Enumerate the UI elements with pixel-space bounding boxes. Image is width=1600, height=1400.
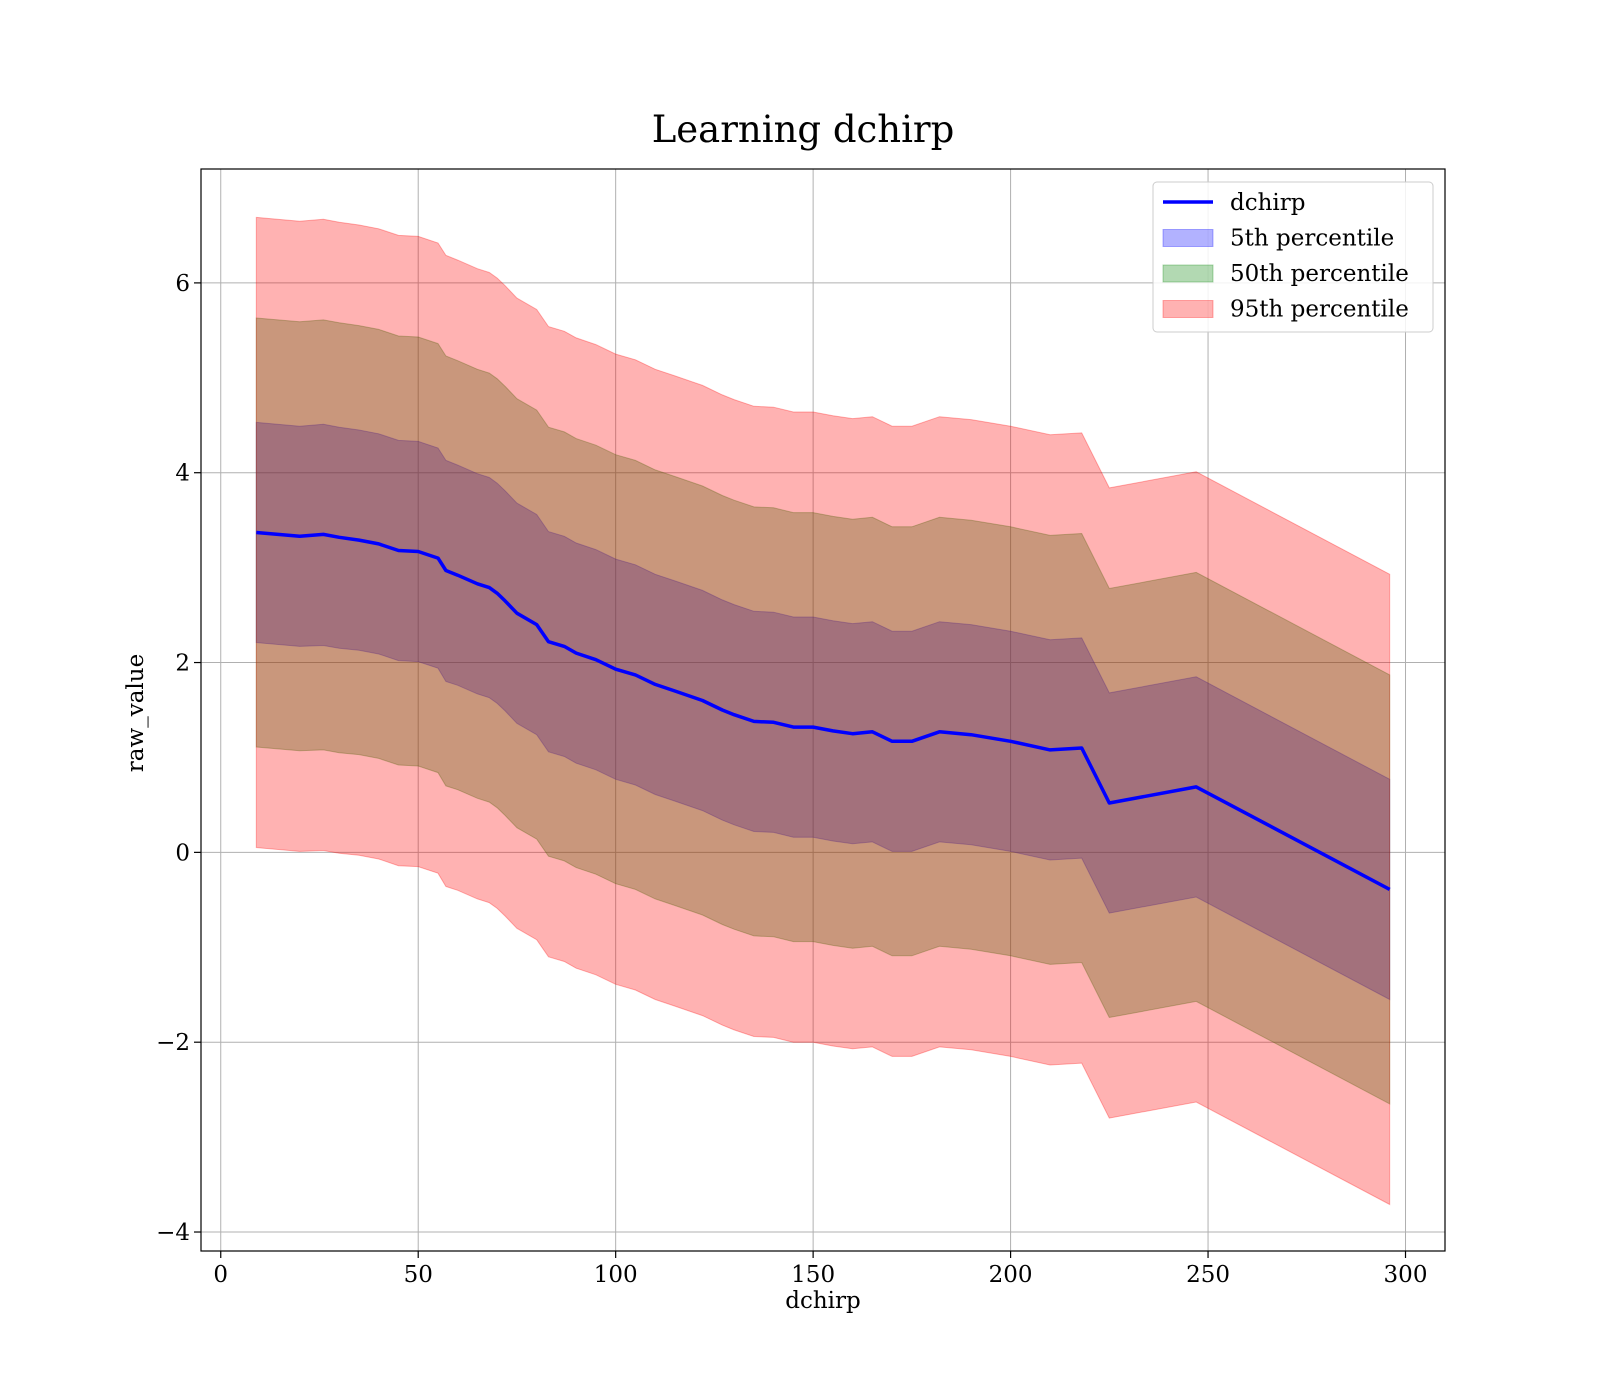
- legend-label: 5th percentile: [1230, 226, 1394, 252]
- y-tick-label: −2: [156, 1030, 190, 1056]
- plot-frame: [200, 168, 1446, 1252]
- x-axis-label: dchirp: [785, 1288, 861, 1314]
- y-axis-label: raw_value: [123, 654, 149, 772]
- legend-swatch-patch: [1162, 264, 1214, 283]
- band-50th-percentile: [255, 317, 1391, 1105]
- y-tick-label: −4: [156, 1220, 190, 1246]
- axis-ticks: 0 50 100 150 200 250 300 −4 −2 0 2 4 6: [156, 271, 1427, 1288]
- series-lines: [256, 530, 1391, 891]
- chart-title: Learning dchirp: [652, 108, 955, 151]
- x-tick-label: 50: [404, 1262, 433, 1288]
- legend-box: [1152, 181, 1434, 333]
- axes-frame: [200, 168, 1446, 1252]
- series-line-dchirp: [256, 530, 1391, 891]
- legend-label: 50th percentile: [1230, 261, 1409, 287]
- percentile-bands: [255, 216, 1391, 1206]
- band-95th-percentile: [255, 216, 1391, 1206]
- legend-swatch-patch: [1162, 300, 1214, 318]
- y-tick-label: 6: [175, 271, 190, 297]
- x-tick-label: 300: [1384, 1262, 1428, 1288]
- band-5th-percentile: [255, 421, 1391, 1001]
- legend-label: 95th percentile: [1230, 297, 1409, 323]
- x-tick-label: 100: [594, 1262, 638, 1288]
- y-tick-label: 4: [175, 461, 190, 487]
- x-tick-label: 150: [791, 1262, 835, 1288]
- x-tick-label: 0: [213, 1262, 228, 1288]
- legend-swatch-patch: [1162, 229, 1214, 247]
- x-tick-label: 250: [1186, 1262, 1230, 1288]
- x-tick-label: 200: [989, 1262, 1033, 1288]
- y-tick-label: 2: [175, 651, 190, 677]
- legend: dchirp 5th percentile 50th percentile 95th …: [1152, 181, 1434, 333]
- y-tick-label: 0: [175, 840, 190, 866]
- legend-label: dchirp: [1230, 190, 1306, 216]
